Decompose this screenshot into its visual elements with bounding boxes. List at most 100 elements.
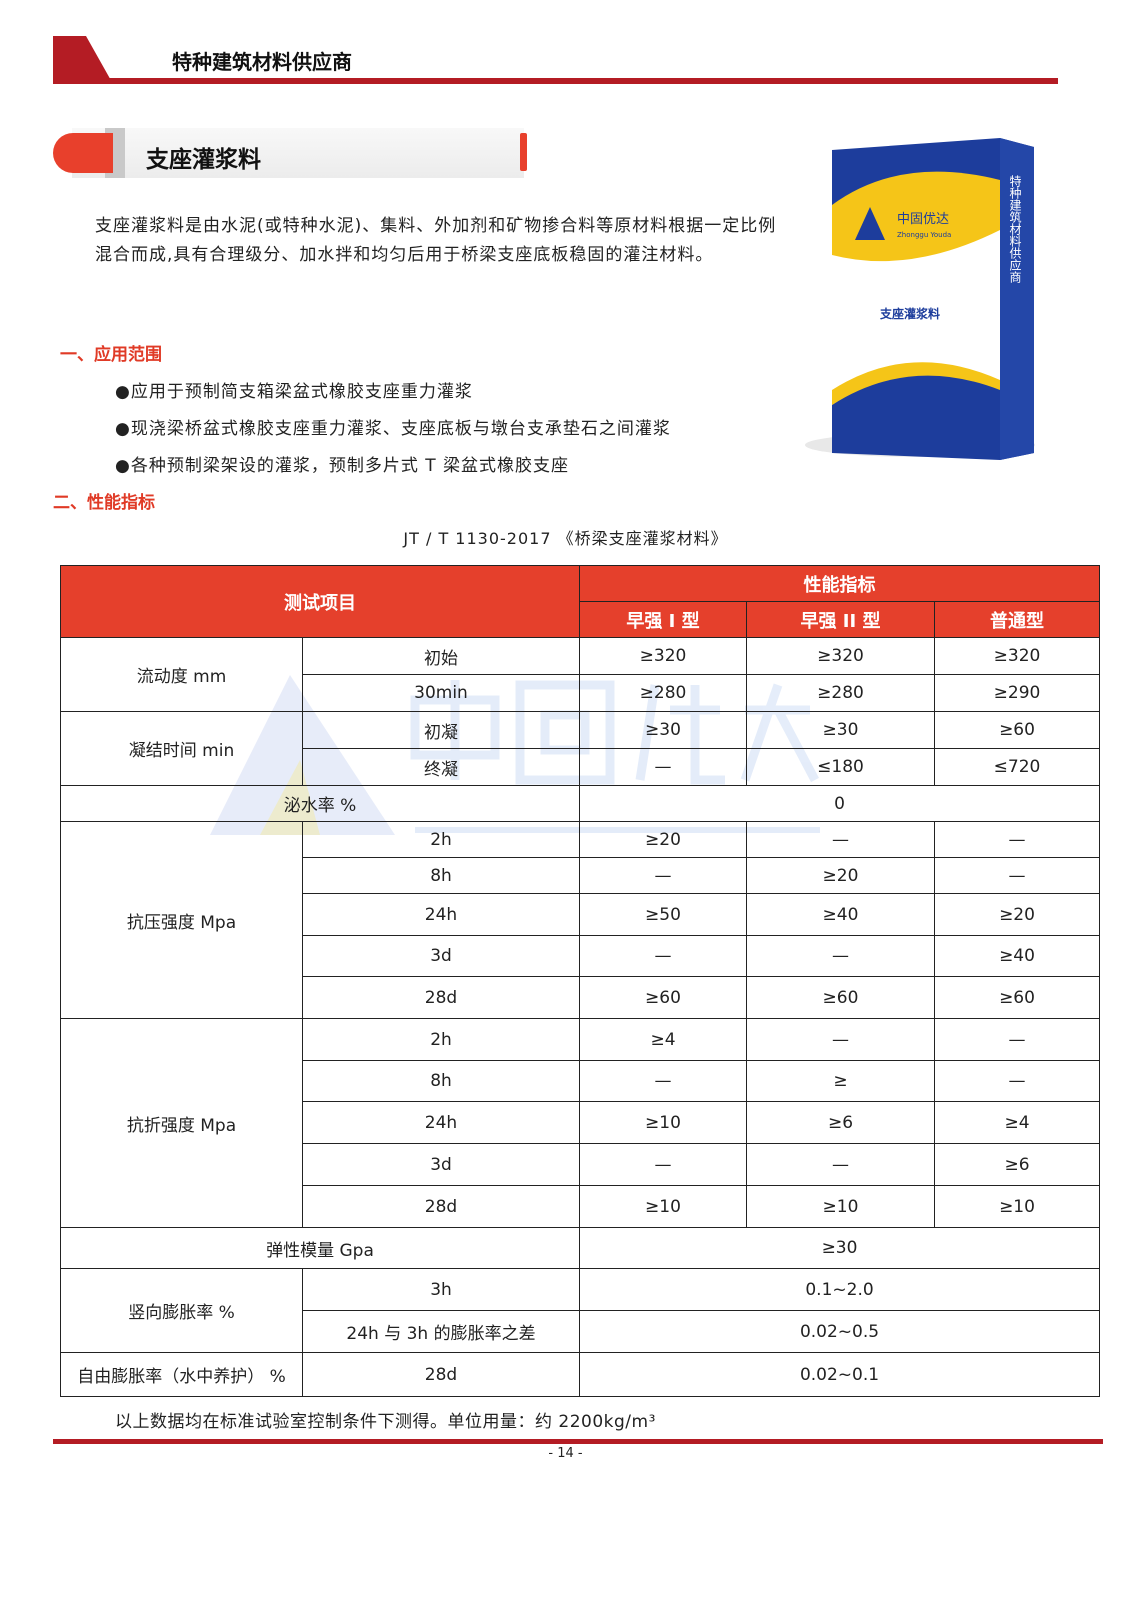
row-sub-label: 初始	[302, 637, 580, 675]
header-performance: 性能指标	[578, 565, 1101, 602]
value-cell: ≥60	[579, 976, 747, 1019]
value-cell: ≥10	[933, 1185, 1101, 1228]
row-label: 泌水率 %	[60, 785, 580, 822]
package-brand: 中固优达	[897, 212, 949, 227]
value-cell: ≥30	[578, 1227, 1101, 1269]
row-sub-label: 8h	[302, 1060, 580, 1102]
title-banner-cap	[53, 133, 113, 173]
value-cell: —	[746, 821, 935, 858]
company-tagline: 特种建筑材料供应商	[172, 50, 352, 74]
product-package-image: 中固优达 Zhonggu Youda 支座灌浆料 特种建筑材料供应商	[800, 135, 1040, 460]
row-sub-label: 24h	[302, 893, 580, 936]
value-cell: —	[933, 821, 1101, 858]
value-cell: ≥10	[579, 1185, 747, 1228]
value-cell: ≥20	[746, 857, 935, 894]
value-cell: —	[579, 1143, 747, 1186]
row-sub-label: 3d	[302, 935, 580, 977]
value-cell: ≥10	[579, 1101, 747, 1144]
header-type: 早强 I 型	[579, 601, 747, 638]
header-red-tab	[53, 36, 113, 84]
header-rule	[53, 78, 1058, 84]
value-cell: ≥280	[579, 674, 747, 712]
value-cell: —	[746, 935, 935, 977]
row-sub-label: 30min	[302, 674, 580, 712]
value-cell: —	[933, 1060, 1101, 1102]
application-item: ●现浇梁桥盆式橡胶支座重力灌浆、支座底板与墩台支承垫石之间灌浆	[115, 419, 671, 439]
table-row: 弹性模量 Gpa ≥30	[60, 1227, 1101, 1269]
table-row: 24h ≥10 ≥6 ≥4	[61, 1101, 1101, 1144]
value-cell: ≤720	[933, 748, 1101, 786]
row-sub-label: 28d	[302, 1352, 580, 1397]
product-title: 支座灌浆料	[146, 147, 261, 173]
value-cell: ≥290	[933, 674, 1101, 712]
value-cell: ≥	[746, 1060, 935, 1102]
value-cell: ≥50	[579, 893, 747, 936]
value-cell: —	[579, 748, 747, 786]
row-sub-label: 初凝	[302, 711, 580, 749]
title-banner	[72, 128, 524, 178]
value-cell: ≥6	[746, 1101, 935, 1144]
row-sub-label: 2h	[302, 1018, 580, 1061]
value-cell: ≥30	[579, 711, 747, 749]
row-sub-label: 24h	[302, 1101, 580, 1144]
value-cell: —	[933, 1018, 1101, 1061]
value-cell: ≥60	[746, 976, 935, 1019]
header-type: 早强 II 型	[746, 601, 935, 638]
header-type: 普通型	[933, 601, 1101, 638]
value-cell: —	[746, 1018, 935, 1061]
value-cell: ≥320	[579, 637, 747, 675]
section-performance-title: 二、性能指标	[53, 493, 155, 513]
value-cell: ≥40	[746, 893, 935, 936]
header-test-item: 测试项目	[60, 565, 580, 638]
value-cell: ≤180	[746, 748, 935, 786]
row-sub-label: 28d	[302, 1185, 580, 1228]
table-row: 24h 与 3h 的膨胀率之差 0.02~0.5	[61, 1310, 1101, 1353]
table-row: 8h — ≥20—	[61, 857, 1101, 894]
table-row: 3d — — ≥40	[61, 935, 1101, 977]
table-row: 竖向膨胀率 % 3h 0.1~2.0	[60, 1268, 1101, 1353]
package-brand-en: Zhonggu Youda	[897, 231, 951, 239]
row-sub-label: 3d	[302, 1143, 580, 1186]
value-cell: ≥40	[933, 935, 1101, 977]
row-sub-label: 3h	[302, 1268, 580, 1311]
application-item: ●各种预制梁架设的灌浆，预制多片式 T 梁盆式橡胶支座	[115, 456, 570, 476]
table-row: 抗压强度 Mpa 2h ≥20— —	[60, 821, 1101, 1019]
value-cell: —	[579, 1060, 747, 1102]
package-product-name: 支座灌浆料	[879, 306, 940, 321]
row-group-label: 竖向膨胀率 %	[60, 1268, 303, 1353]
standard-reference: JT / T 1130-2017 《桥梁支座灌浆材料》	[403, 529, 728, 548]
row-sub-label: 28d	[302, 976, 580, 1019]
table-row: 泌水率 % 0	[60, 785, 1101, 822]
value-cell: ≥320	[933, 637, 1101, 675]
value-cell: 0.02~0.5	[578, 1310, 1101, 1353]
table-row: 抗折强度 Mpa 2h ≥4— —	[60, 1018, 1101, 1228]
row-group-label: 抗折强度 Mpa	[60, 1018, 303, 1228]
value-cell: ≥320	[746, 637, 935, 675]
footnote: 以上数据均在标准试验室控制条件下测得。单位用量：约 2200kg/m³	[115, 1412, 656, 1432]
value-cell: ≥20	[579, 821, 747, 858]
row-group-label: 自由膨胀率（水中养护） %	[60, 1352, 303, 1397]
value-cell: ≥280	[746, 674, 935, 712]
value-cell: ≥4	[579, 1018, 747, 1061]
title-banner-end	[520, 133, 527, 171]
value-cell: ≥60	[933, 711, 1101, 749]
table-row: 凝结时间 min 初凝 ≥30 ≥30 ≥60	[60, 711, 1101, 786]
value-cell: ≥20	[933, 893, 1101, 936]
table-row: 8h — ≥ —	[61, 1060, 1101, 1102]
value-cell: —	[579, 857, 747, 894]
value-cell: 0.02~0.1	[578, 1352, 1101, 1397]
value-cell: ≥30	[746, 711, 935, 749]
row-sub-label: 终凝	[302, 748, 580, 786]
row-sub-label: 8h	[302, 857, 580, 894]
performance-table: 测试项目 性能指标 早强 I 型早强 II 型普通型 流动度 mm 初始 ≥320 ≥3…	[60, 565, 1101, 1397]
row-group-label: 凝结时间 min	[60, 711, 303, 786]
row-sub-label: 24h 与 3h 的膨胀率之差	[302, 1310, 580, 1353]
table-row: 流动度 mm 初始 ≥320 ≥320 ≥320	[60, 637, 1101, 712]
value-cell: —	[579, 935, 747, 977]
value-cell: ≥60	[933, 976, 1101, 1019]
table-row: 28d ≥60 ≥60 ≥60	[61, 976, 1101, 1019]
application-item: ●应用于预制简支箱梁盆式橡胶支座重力灌浆	[115, 382, 473, 402]
page-number: - 14 -	[548, 1446, 583, 1461]
section-application-title: 一、应用范围	[60, 345, 162, 365]
row-sub-label: 2h	[302, 821, 580, 858]
